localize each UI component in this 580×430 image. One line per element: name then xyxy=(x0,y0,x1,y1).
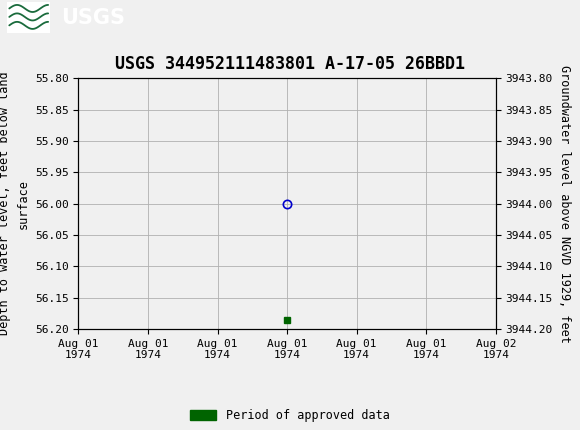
Y-axis label: Depth to water level, feet below land
surface: Depth to water level, feet below land su… xyxy=(0,72,29,335)
Text: USGS: USGS xyxy=(61,8,125,28)
Text: USGS 344952111483801 A-17-05 26BBD1: USGS 344952111483801 A-17-05 26BBD1 xyxy=(115,55,465,73)
Y-axis label: Groundwater level above NGVD 1929, feet: Groundwater level above NGVD 1929, feet xyxy=(559,64,571,343)
Legend: Period of approved data: Period of approved data xyxy=(190,409,390,422)
Bar xyxy=(7,2,50,33)
